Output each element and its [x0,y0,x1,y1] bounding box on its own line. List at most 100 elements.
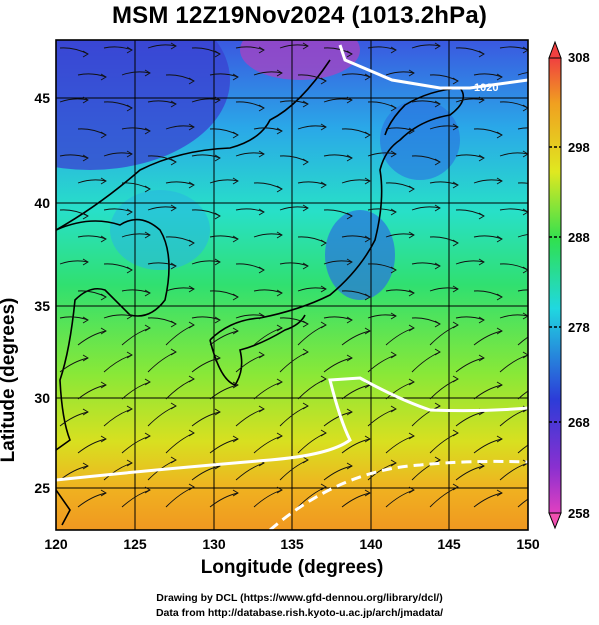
streamline [411,44,441,49]
streamline [147,44,177,49]
streamline-arrowhead [126,351,133,359]
streamline-arrowhead [364,131,371,139]
streamline-arrowhead [408,185,415,193]
streamline-arrowhead [188,321,195,329]
streamline [235,408,265,427]
streamline [191,260,221,265]
streamline-arrowhead [188,77,195,85]
streamline-arrowhead [390,208,397,216]
streamline-arrowhead [214,50,221,58]
streamline-arrowhead [100,177,107,185]
streamline-arrowhead [320,239,327,247]
streamline [473,235,503,240]
streamline [367,408,397,427]
streamline [429,125,459,130]
streamline-arrowhead [434,42,441,50]
streamline-arrowhead [364,235,371,243]
streamline-arrowhead [214,316,221,324]
streamline-arrowhead [346,462,353,470]
streamline-arrowhead [541,433,546,439]
streamline-arrowhead [100,293,107,301]
streamline-arrowhead [144,69,151,77]
streamline-arrowhead [276,289,283,297]
streamline-arrowhead [126,459,133,467]
streamline [59,260,89,265]
streamline-arrowhead [258,312,265,320]
streamline-arrowhead [100,235,107,243]
streamline-arrowhead [276,378,283,386]
streamline [341,235,371,240]
streamline-arrowhead [452,181,459,189]
streamline [455,357,485,373]
y-tick-label: 30 [34,390,50,406]
streamline [103,462,133,481]
streamline-arrowhead [232,235,239,243]
y-axis: 25 30 35 40 45 [34,90,50,496]
streamline [103,208,133,213]
streamline [253,327,283,346]
colorbar-tick-label: 298 [568,140,590,155]
streamline-arrowhead [258,351,265,359]
streamline [429,287,459,292]
streamline [455,154,485,159]
streamline-arrowhead [478,316,485,324]
streamline-arrowhead [390,150,397,158]
colorbar-tick-label: 308 [568,50,590,65]
streamline [455,260,485,265]
streamline-arrowhead [302,402,309,410]
streamline [147,100,177,105]
streamline-arrowhead [320,181,327,189]
streamline [411,262,441,267]
streamline-arrowhead [188,239,195,247]
streamline [59,411,89,427]
streamline-arrowhead [452,239,459,247]
streamline-arrowhead [170,456,177,464]
streamline-arrowhead [170,320,177,328]
streamline [59,98,89,103]
streamline [279,206,309,211]
streamline-arrowhead [302,158,309,166]
streamline-arrowhead [100,489,107,497]
streamline-arrowhead [214,96,221,104]
streamline-arrowhead [188,429,195,437]
streamline [253,233,283,238]
streamline-arrowhead [364,293,371,301]
streamline [323,465,353,481]
streamline-arrowhead [408,127,415,135]
streamline-arrowhead [541,379,546,385]
streamline [473,330,503,346]
streamline [235,46,265,51]
streamline-arrowhead [126,46,133,54]
streamline-arrowhead [214,212,221,220]
streamline-arrowhead [126,104,133,112]
streamline-arrowhead [144,486,151,494]
streamline-arrowhead [478,96,485,104]
colorbar [548,40,562,530]
streamline-arrowhead [126,150,133,158]
map-figure: 1020 120 125 130 135 140 145 150 25 30 3… [34,39,590,552]
streamline [473,179,503,184]
streamline-arrowhead [170,100,177,108]
streamline-arrowhead [82,96,89,104]
streamline-arrowhead [541,70,546,76]
streamline [191,316,221,321]
streamline-arrowhead [408,324,415,332]
x-tick-label: 145 [437,536,461,552]
streamline-arrowhead [100,131,107,139]
streamline [367,46,397,51]
y-tick-label: 45 [34,90,50,106]
streamline [341,384,371,400]
streamline-arrowhead [258,266,265,274]
streamline-arrowhead [170,158,177,166]
streamline-arrowhead [302,42,309,50]
streamline-arrowhead [276,231,283,239]
streamline-arrowhead [478,462,485,470]
streamline [517,182,528,184]
streamline [103,408,133,427]
streamline [411,100,441,105]
streamline [499,408,528,427]
streamline [253,435,283,454]
streamline-arrowhead [346,96,353,104]
streamline-arrowhead [478,354,485,362]
streamline-arrowhead [452,375,459,383]
